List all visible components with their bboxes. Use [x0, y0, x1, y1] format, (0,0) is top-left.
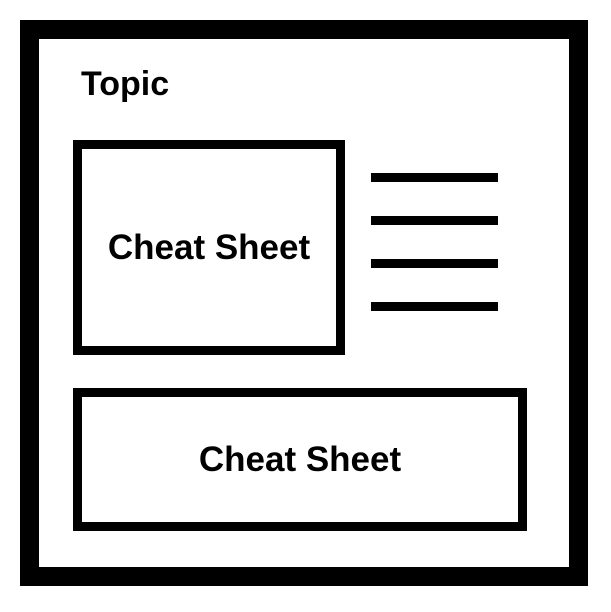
cheat-sheet-label: Cheat Sheet [198, 439, 402, 479]
text-line [371, 173, 498, 182]
text-lines-placeholder [371, 173, 498, 313]
cheat-sheet-label: Cheat Sheet [107, 227, 311, 267]
cheat-sheet-box-secondary: Cheat Sheet [73, 388, 527, 531]
topic-title: Topic [81, 65, 170, 103]
text-line [371, 259, 498, 268]
text-line [371, 302, 498, 311]
cheat-sheet-box-primary: Cheat Sheet [73, 140, 345, 355]
text-line [371, 216, 498, 225]
